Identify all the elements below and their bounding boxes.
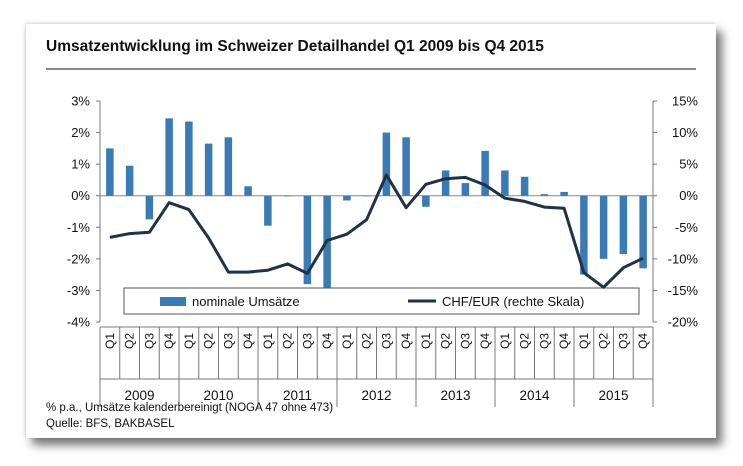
bar-umsatz [540,194,549,196]
quarter-label: Q4 [478,333,492,349]
bar-umsatz [501,170,509,196]
right-tick-label: 15% [672,94,698,109]
quarter-label: Q2 [123,333,137,349]
quarter-label: Q4 [241,333,255,349]
left-tick-label: 0% [71,188,90,203]
bar-umsatz [461,183,470,196]
bar-umsatz [303,195,312,285]
year-label: 2013 [440,388,470,403]
quarter-label: Q1 [340,333,354,349]
left-tick-label: -3% [67,283,91,298]
bar-umsatz [106,148,114,196]
quarter-label: Q3 [221,333,235,349]
quarter-label: Q3 [142,333,156,349]
quarter-label: Q3 [458,333,472,349]
bar-umsatz [244,186,252,196]
left-tick-label: -1% [67,220,91,235]
left-tick-label: 2% [71,125,90,140]
quarter-label: Q2 [597,333,611,349]
right-tick-label: -20% [668,315,699,330]
bar-umsatz [481,150,489,196]
bar-umsatz [264,195,272,226]
year-label: 2012 [361,388,391,403]
year-label: 2015 [598,388,628,403]
line-chf-eur [109,173,644,289]
bar-umsatz [125,165,134,196]
title-divider [46,68,696,70]
chart-svg: 3% 2% 1% 0% -1% -2% -3% -4% 15% 10% 5% 0% -5% -10% -15… [67,94,699,407]
quarter-label: Q1 [498,333,512,349]
bar-umsatz [402,137,410,196]
right-tick-label: -5% [675,220,699,235]
bar-umsatz [422,195,430,207]
quarter-label: Q2 [202,333,216,349]
bar-umsatz [619,195,628,255]
quarter-label: Q2 [439,333,453,349]
quarter-label: Q3 [537,333,551,349]
legend-label-line: CHF/EUR (rechte Skala) [442,294,584,309]
quarter-label: Q4 [320,333,334,349]
left-tick-label: -2% [67,251,91,266]
quarter-label: Q3 [616,333,630,349]
bar-umsatz [520,176,529,196]
quarter-label: Q2 [360,333,374,349]
bar-umsatz [283,195,292,197]
quarter-label: Q2 [281,333,295,349]
left-tick-label: -4% [67,315,91,330]
bar-umsatz [639,195,647,269]
legend-box [123,287,640,315]
bar-umsatz [343,195,351,201]
bar-umsatz [362,195,371,197]
quarter-label: Q1 [182,333,196,349]
year-label: 2010 [203,388,233,403]
right-tick-label: 10% [672,125,698,140]
year-label: 2011 [283,388,312,403]
right-tick-label: -10% [668,251,699,266]
bar-umsatz [580,195,588,275]
right-tick-label: -15% [668,283,699,298]
chart-card: Umsatzentwicklung im Schweizer Detailhan… [26,24,716,438]
left-tick-label: 3% [71,94,90,109]
bar-umsatz [224,137,233,196]
legend-swatch-bars [160,297,186,306]
quarter-label: Q4 [557,333,571,349]
year-label: 2014 [519,388,550,403]
right-tick-label: 5% [679,157,698,172]
chart-title: Umsatzentwicklung im Schweizer Detailhan… [46,38,544,55]
bar-umsatz [441,170,450,196]
bar-umsatz [165,118,173,196]
bar-umsatz [145,195,154,220]
bar-umsatz [204,143,213,196]
quarter-label: Q1 [103,333,117,349]
quarter-label: Q1 [261,333,275,349]
quarter-label: Q4 [162,333,176,349]
quarter-label: Q4 [399,333,413,349]
quarter-label: Q1 [577,333,591,349]
bar-umsatz [382,132,391,196]
bar-umsatz [560,191,568,196]
left-tick-label: 1% [71,157,90,172]
quarter-label: Q4 [636,333,650,349]
right-tick-label: 0% [679,188,698,203]
bar-umsatz [599,195,608,259]
year-label: 2009 [124,388,154,403]
quarter-label: Q1 [419,333,433,349]
quarter-label: Q3 [300,333,314,349]
bar-umsatz [185,121,193,196]
quarter-label: Q2 [518,333,532,349]
quarter-label: Q3 [379,333,393,349]
chart-footnote: % p.a., Umsätze kalenderbereinigt (NOGA … [46,402,334,414]
legend-label-bars: nominale Umsätze [192,294,300,309]
chart-source: Quelle: BFS, BAKBASEL [46,418,175,430]
